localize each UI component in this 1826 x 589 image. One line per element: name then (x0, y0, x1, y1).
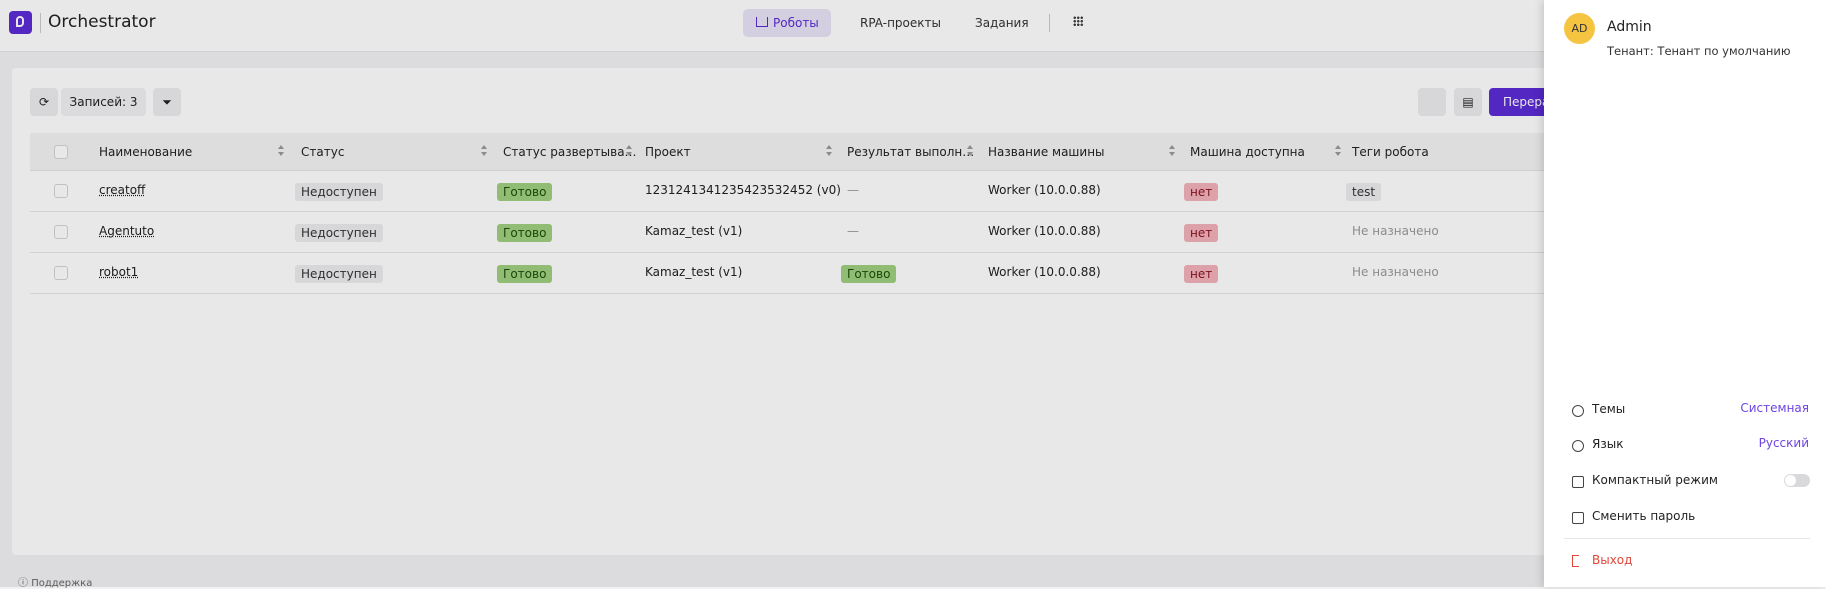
menu-icon (1572, 440, 1584, 452)
compact-toggle[interactable] (1784, 474, 1810, 487)
menu-icon (1572, 476, 1584, 488)
user-name: Admin (1607, 19, 1652, 35)
divider (1564, 538, 1810, 539)
menu-item[interactable]: Компактный режим (1592, 473, 1718, 487)
menu-value[interactable]: Русский (1759, 436, 1809, 450)
menu-item[interactable]: Темы (1592, 402, 1625, 416)
menu-item[interactable]: Сменить пароль (1592, 509, 1695, 523)
menu-icon (1572, 405, 1584, 417)
logout-icon (1572, 555, 1579, 567)
menu-icon (1572, 512, 1584, 524)
user-drawer (1544, 0, 1826, 587)
avatar: AD (1564, 13, 1595, 44)
tenant: Тенант: Тенант по умолчанию (1607, 44, 1791, 58)
logout[interactable]: Выход (1592, 553, 1632, 567)
menu-item[interactable]: Язык (1592, 437, 1623, 451)
menu-value[interactable]: Системная (1740, 401, 1809, 415)
